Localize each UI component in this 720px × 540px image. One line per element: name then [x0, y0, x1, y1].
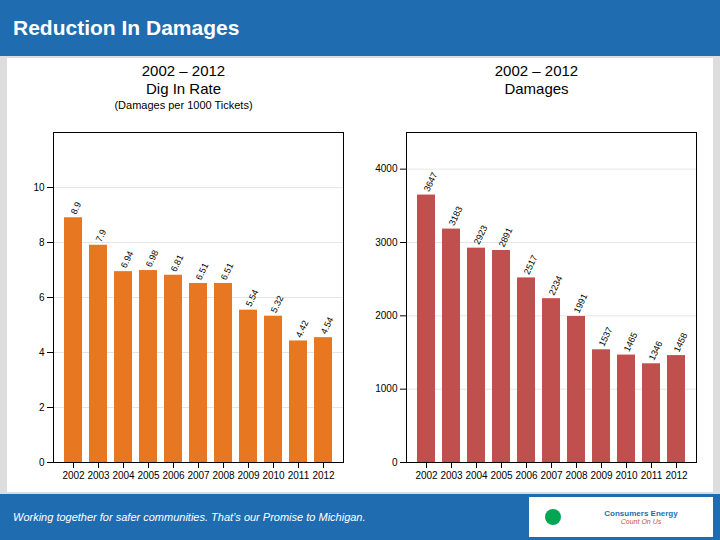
- svg-text:2005: 2005: [137, 470, 160, 481]
- svg-text:1465: 1465: [621, 331, 639, 353]
- svg-text:8: 8: [38, 237, 44, 248]
- html-text:Reduction In Damages: Reduction In Damages: [13, 16, 240, 39]
- svg-text:2007: 2007: [540, 470, 563, 481]
- svg-text:2002: 2002: [62, 470, 85, 481]
- svg-text:2000: 2000: [375, 310, 398, 321]
- svg-text:2009: 2009: [237, 470, 260, 481]
- svg-text:2008: 2008: [212, 470, 235, 481]
- svg-text:2003: 2003: [87, 470, 110, 481]
- svg-text:3647: 3647: [421, 171, 439, 193]
- svg-text:2006: 2006: [515, 470, 538, 481]
- svg-text:2: 2: [38, 402, 44, 413]
- svg-text:2004: 2004: [465, 470, 488, 481]
- svg-text:2012: 2012: [665, 470, 688, 481]
- svg-text:10: 10: [33, 182, 45, 193]
- svg-text:4000: 4000: [375, 163, 398, 174]
- svg-text:1000: 1000: [375, 383, 398, 394]
- svg-text:2011: 2011: [287, 470, 309, 481]
- svg-text:5.32: 5.32: [268, 294, 284, 314]
- svg-text:2006: 2006: [162, 470, 185, 481]
- svg-text:3183: 3183: [446, 205, 464, 227]
- html-text:Count On Us: Count On Us: [620, 518, 662, 525]
- svg-text:6.51: 6.51: [218, 261, 234, 281]
- svg-text:7.9: 7.9: [93, 228, 107, 244]
- svg-text:4.54: 4.54: [318, 316, 334, 336]
- svg-text:0: 0: [391, 457, 397, 468]
- svg-text:2002: 2002: [415, 470, 438, 481]
- svg-text:2009: 2009: [590, 470, 613, 481]
- svg-text:4.42: 4.42: [293, 319, 309, 339]
- html-text:(Damages per 1000 Tickets): (Damages per 1000 Tickets): [114, 99, 253, 111]
- svg-text:1458: 1458: [671, 331, 689, 353]
- svg-text:2010: 2010: [262, 470, 285, 481]
- html-text:2002 – 2012: 2002 – 2012: [494, 62, 579, 79]
- svg-text:2005: 2005: [490, 470, 513, 481]
- svg-text:2011: 2011: [640, 470, 662, 481]
- svg-text:2234: 2234: [546, 274, 564, 296]
- svg-text:2923: 2923: [471, 224, 489, 246]
- html-text:Consumers Energy: Consumers Energy: [604, 509, 678, 518]
- svg-text:6.81: 6.81: [168, 253, 184, 273]
- html-text:Working together for safer com: Working together for safer communities. …: [13, 511, 366, 523]
- svg-text:8.9: 8.9: [68, 200, 82, 216]
- svg-text:1537: 1537: [596, 325, 614, 347]
- svg-text:2004: 2004: [112, 470, 135, 481]
- svg-text:1346: 1346: [646, 339, 664, 361]
- svg-text:6.94: 6.94: [118, 250, 134, 270]
- svg-text:2008: 2008: [565, 470, 588, 481]
- svg-text:2010: 2010: [615, 470, 638, 481]
- html-text:Dig In Rate: Dig In Rate: [146, 80, 221, 97]
- svg-text:6.51: 6.51: [193, 261, 209, 281]
- svg-text:6: 6: [38, 292, 44, 303]
- svg-text:2007: 2007: [187, 470, 210, 481]
- svg-text:4: 4: [38, 347, 44, 358]
- svg-text:2517: 2517: [521, 254, 539, 276]
- svg-text:2012: 2012: [312, 470, 335, 481]
- svg-text:5.54: 5.54: [243, 288, 259, 308]
- svg-text:2003: 2003: [440, 470, 463, 481]
- svg-text:0: 0: [38, 457, 44, 468]
- svg-text:1991: 1991: [571, 292, 589, 314]
- html-text:2002 – 2012: 2002 – 2012: [141, 62, 226, 79]
- svg-text:6.98: 6.98: [143, 248, 159, 268]
- html-text:Damages: Damages: [504, 80, 569, 97]
- svg-text:2891: 2891: [496, 226, 514, 248]
- svg-text:3000: 3000: [375, 237, 398, 248]
